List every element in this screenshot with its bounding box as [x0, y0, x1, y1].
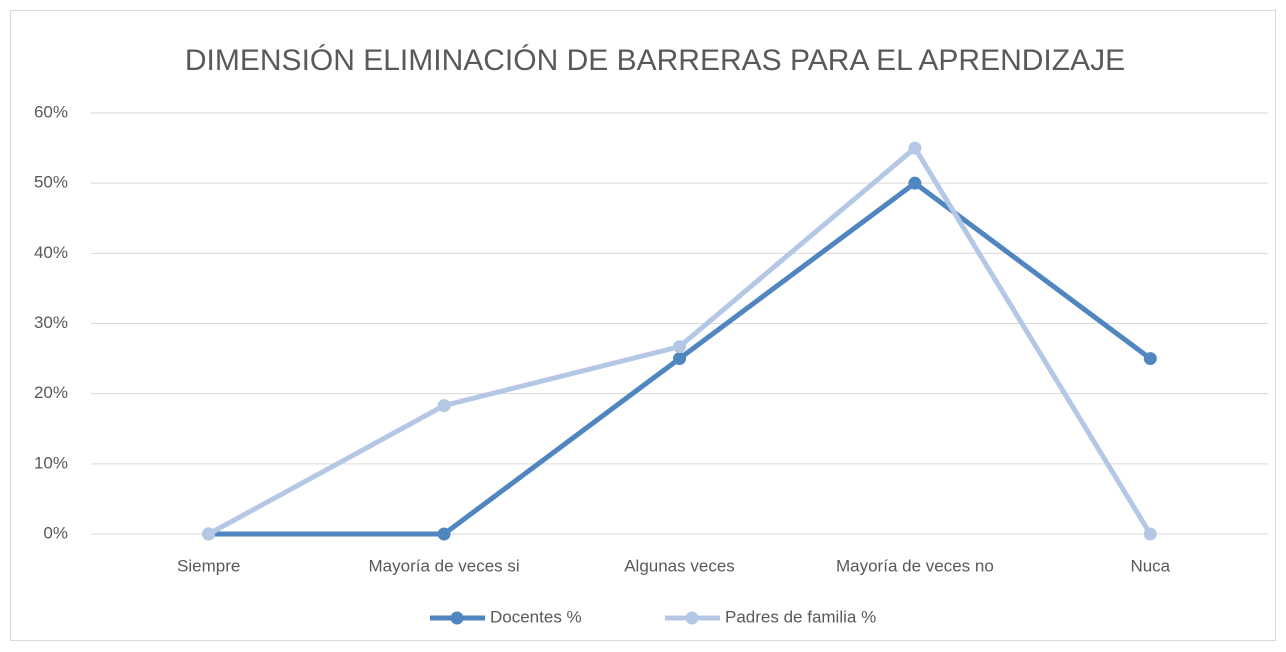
- data-point: [437, 527, 451, 541]
- chart-frame: [10, 10, 1276, 641]
- legend-label: Padres de familia %: [725, 607, 876, 626]
- data-point: [1143, 352, 1157, 366]
- data-point: [673, 352, 686, 366]
- legend-label: Docentes %: [490, 607, 582, 626]
- data-point: [202, 527, 216, 541]
- y-tick-label: 40%: [34, 243, 68, 262]
- data-point: [908, 176, 922, 190]
- data-point: [1143, 527, 1157, 541]
- x-tick-label: Nuca: [1130, 556, 1170, 575]
- data-point: [673, 340, 686, 354]
- y-tick-label: 50%: [34, 173, 68, 192]
- y-tick-label: 10%: [34, 453, 68, 472]
- y-tick-label: 0%: [43, 523, 68, 542]
- x-tick-label: Algunas veces: [624, 556, 735, 575]
- x-tick-label: Mayoría de veces si: [369, 556, 520, 575]
- legend-marker: [685, 611, 699, 625]
- chart-title: DIMENSIÓN ELIMINACIÓN DE BARRERAS PARA E…: [185, 44, 1125, 77]
- data-point: [908, 141, 922, 155]
- x-tick-label: Siempre: [177, 556, 240, 575]
- y-tick-label: 30%: [34, 313, 68, 332]
- y-tick-label: 60%: [34, 102, 68, 121]
- legend-marker: [450, 611, 464, 625]
- x-tick-label: Mayoría de veces no: [836, 556, 994, 575]
- y-tick-label: 20%: [34, 383, 68, 402]
- data-point: [437, 399, 451, 413]
